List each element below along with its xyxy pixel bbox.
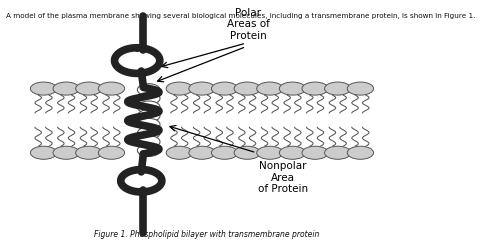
Ellipse shape [256, 82, 283, 95]
Text: Polar
Areas of
Protein: Polar Areas of Protein [227, 8, 270, 41]
Ellipse shape [30, 146, 56, 159]
Ellipse shape [53, 146, 80, 159]
Ellipse shape [166, 82, 192, 95]
Ellipse shape [53, 82, 80, 95]
Ellipse shape [212, 82, 238, 95]
Ellipse shape [280, 146, 305, 159]
Ellipse shape [189, 146, 215, 159]
Ellipse shape [302, 146, 328, 159]
Ellipse shape [212, 146, 238, 159]
Ellipse shape [280, 82, 305, 95]
Ellipse shape [324, 82, 351, 95]
Text: A model of the plasma membrane showing several biological molecules, including a: A model of the plasma membrane showing s… [6, 13, 475, 19]
Ellipse shape [138, 144, 160, 156]
Ellipse shape [347, 82, 374, 95]
Ellipse shape [138, 92, 160, 104]
Ellipse shape [138, 118, 160, 131]
Ellipse shape [138, 127, 160, 139]
Ellipse shape [166, 146, 192, 159]
Ellipse shape [98, 146, 124, 159]
Text: Figure 1. Phospholipid bilayer with transmembrane protein: Figure 1. Phospholipid bilayer with tran… [94, 230, 320, 239]
Ellipse shape [234, 146, 260, 159]
Ellipse shape [302, 82, 328, 95]
Ellipse shape [138, 101, 160, 113]
Ellipse shape [189, 82, 215, 95]
Ellipse shape [347, 146, 374, 159]
Ellipse shape [98, 82, 124, 95]
Ellipse shape [76, 82, 102, 95]
Ellipse shape [256, 146, 283, 159]
Ellipse shape [234, 82, 260, 95]
Text: Nonpolar
Area
of Protein: Nonpolar Area of Protein [258, 161, 308, 194]
Ellipse shape [30, 82, 56, 95]
Ellipse shape [138, 136, 160, 148]
Ellipse shape [138, 84, 160, 96]
Ellipse shape [138, 110, 160, 122]
Ellipse shape [324, 146, 351, 159]
Ellipse shape [76, 146, 102, 159]
